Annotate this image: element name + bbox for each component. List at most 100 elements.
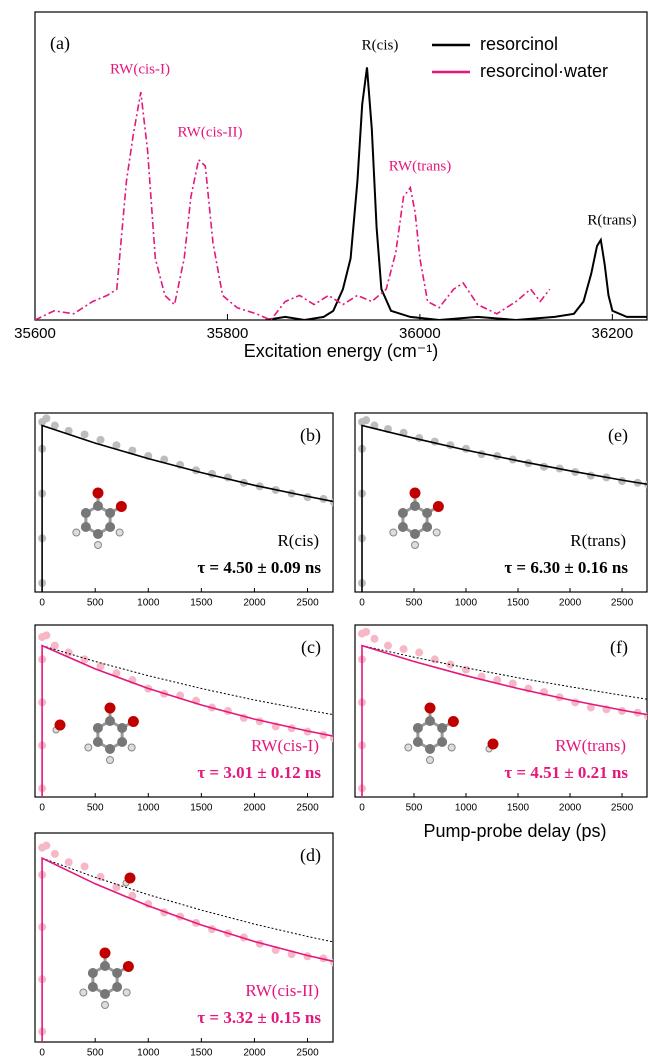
panel-label: (e) xyxy=(608,425,628,446)
lifetime-label: τ = 4.51 ± 0.21 ns xyxy=(504,763,628,782)
data-point xyxy=(42,414,50,422)
x-tick-label: 500 xyxy=(87,598,104,609)
x-tick-label: 36200 xyxy=(591,325,633,342)
atom-o xyxy=(123,961,134,972)
atom-h xyxy=(80,989,87,996)
x-tick-label: 0 xyxy=(39,1048,45,1059)
atom-o xyxy=(448,716,459,727)
atom-c xyxy=(88,968,98,978)
lifetime-label: τ = 3.01 ± 0.12 ns xyxy=(197,763,321,782)
atom-c xyxy=(93,501,103,511)
atom-h xyxy=(107,757,114,764)
atom-h xyxy=(390,529,397,536)
atom-h xyxy=(73,529,80,536)
data-point xyxy=(370,635,378,643)
x-tick-label: 1000 xyxy=(137,1048,160,1059)
legend-label: resorcinol·water xyxy=(480,61,608,81)
x-tick-label: 1000 xyxy=(137,598,160,609)
panel-label: (a) xyxy=(50,33,70,54)
data-point xyxy=(462,666,470,674)
atom-h xyxy=(433,529,440,536)
molecule xyxy=(80,873,136,1009)
data-point xyxy=(42,631,50,639)
x-tick-label: 500 xyxy=(87,803,104,814)
peak-annotation: RW(trans) xyxy=(389,158,451,174)
data-point xyxy=(400,645,408,653)
data-point xyxy=(415,649,423,657)
species-label: RW(cis-II) xyxy=(245,981,319,1000)
atom-c xyxy=(100,989,110,999)
x-tick-label: 2500 xyxy=(296,803,319,814)
x-tick-label: 1000 xyxy=(455,803,478,814)
data-point xyxy=(65,858,73,866)
series-line xyxy=(266,67,647,320)
atom-c xyxy=(413,737,423,747)
species-label: R(trans) xyxy=(570,531,626,550)
data-point xyxy=(384,642,392,650)
reference-fit xyxy=(362,646,648,700)
species-label: RW(cis-I) xyxy=(251,736,319,755)
panel-label: (f) xyxy=(610,637,628,658)
x-tick-label: 1500 xyxy=(190,598,213,609)
panel-label: (b) xyxy=(300,425,321,446)
atom-o xyxy=(410,488,421,499)
atom-h xyxy=(448,744,455,751)
atom-c xyxy=(437,737,447,747)
molecule xyxy=(53,703,139,764)
atom-c xyxy=(425,716,435,726)
atom-o xyxy=(125,873,136,884)
x-tick-label: 2000 xyxy=(559,803,582,814)
atom-c xyxy=(88,982,98,992)
atom-c xyxy=(410,529,420,539)
atom-h xyxy=(85,744,92,751)
x-tick-label: 2000 xyxy=(243,598,266,609)
molecule xyxy=(405,703,499,764)
x-tick-label: 1500 xyxy=(190,1048,213,1059)
lifetime-label: τ = 4.50 ± 0.09 ns xyxy=(197,558,321,577)
atom-h xyxy=(95,542,102,549)
data-point xyxy=(330,499,338,507)
x-tick-label: 2500 xyxy=(296,598,319,609)
data-point xyxy=(362,416,370,424)
atom-c xyxy=(422,522,432,532)
figure: 35600358003600036200Excitation energy (c… xyxy=(0,0,648,1062)
x-tick-label: 1000 xyxy=(455,598,478,609)
x-tick-label: 500 xyxy=(87,1048,104,1059)
lifetime-label: τ = 3.32 ± 0.15 ns xyxy=(197,1008,321,1027)
x-axis-label: Excitation energy (cm⁻¹) xyxy=(244,341,439,361)
x-axis-label: Pump-probe delay (ps) xyxy=(423,821,606,841)
atom-h xyxy=(128,744,135,751)
peak-annotation: R(cis) xyxy=(362,37,399,53)
x-tick-label: 1500 xyxy=(507,598,530,609)
data-point xyxy=(330,959,338,967)
atom-c xyxy=(105,522,115,532)
data-point xyxy=(446,661,454,669)
legend-label: resorcinol xyxy=(480,34,558,54)
species-label: RW(trans) xyxy=(555,736,626,755)
molecule xyxy=(73,488,127,549)
atom-c xyxy=(117,737,127,747)
molecule xyxy=(390,488,444,549)
x-tick-label: 35800 xyxy=(207,325,249,342)
atom-c xyxy=(93,529,103,539)
atom-o xyxy=(105,703,116,714)
atom-h xyxy=(116,529,123,536)
atom-o xyxy=(55,720,66,731)
atom-c xyxy=(81,522,91,532)
series-line xyxy=(35,92,550,320)
atom-c xyxy=(437,723,447,733)
plot-area xyxy=(35,67,647,320)
panel-label: (c) xyxy=(301,637,321,658)
atom-c xyxy=(425,744,435,754)
plot-frame xyxy=(35,12,647,320)
atom-h xyxy=(427,757,434,764)
data-point xyxy=(362,628,370,636)
peak-annotation: RW(cis-I) xyxy=(110,61,170,77)
x-tick-label: 0 xyxy=(359,598,365,609)
atom-o xyxy=(93,488,104,499)
atom-o xyxy=(100,948,111,959)
x-tick-label: 0 xyxy=(359,803,365,814)
data-point xyxy=(42,842,50,850)
atom-h xyxy=(405,744,412,751)
atom-c xyxy=(93,737,103,747)
